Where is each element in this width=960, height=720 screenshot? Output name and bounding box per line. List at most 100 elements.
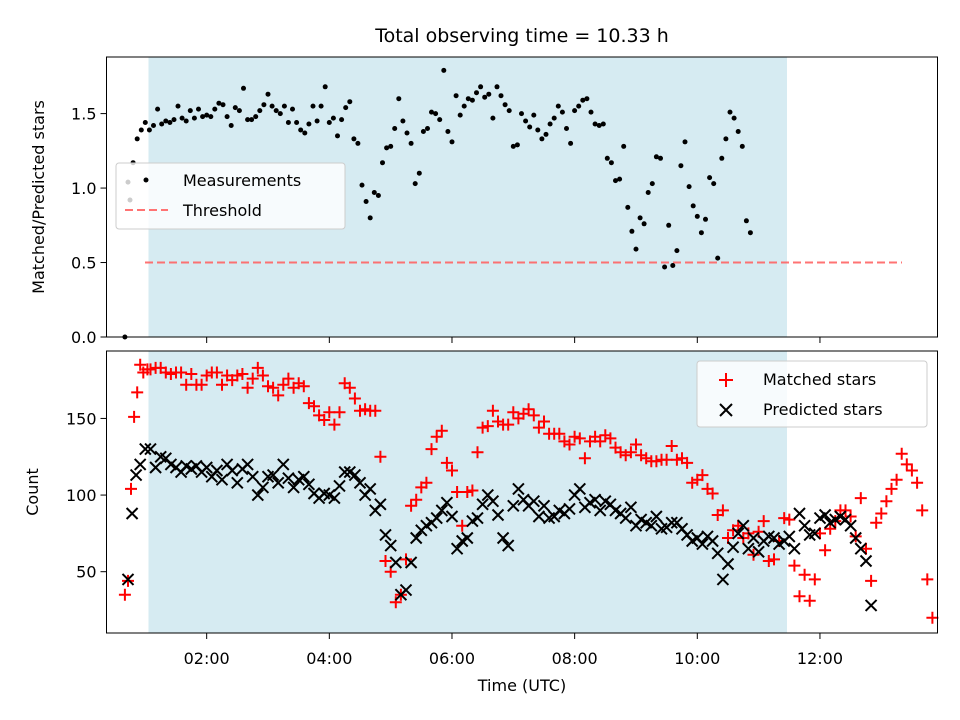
matched-point <box>410 493 423 506</box>
predicted-point <box>593 504 607 517</box>
x-tick-label: 04:00 <box>306 649 352 668</box>
measurement-point <box>175 103 181 109</box>
measurement-point <box>539 136 545 142</box>
predicted-point <box>731 527 745 540</box>
top-y-tick-label: 0.0 <box>71 328 96 347</box>
matched-point <box>532 421 545 434</box>
matched-point <box>844 510 857 523</box>
measurement-point <box>645 190 651 195</box>
x-tick-label: 02:00 <box>184 649 230 668</box>
measurement-point <box>408 140 414 146</box>
matched-point <box>553 427 566 440</box>
matched-point <box>604 432 617 445</box>
measurement-point <box>138 127 144 133</box>
bottom-y-tick-label: 150 <box>66 409 97 428</box>
measurement-point <box>285 120 291 125</box>
predicted-point <box>501 539 515 552</box>
measurement-point <box>212 106 218 112</box>
matched-point <box>808 573 821 586</box>
matched-point <box>538 415 550 428</box>
matched-point <box>354 404 366 417</box>
matched-point <box>630 438 642 451</box>
measurement-point <box>302 130 308 136</box>
predicted-point <box>461 531 474 545</box>
matched-point <box>486 404 499 417</box>
measurement-point <box>146 127 152 133</box>
top-y-tick-label: 0.5 <box>71 254 96 273</box>
predicted-point <box>225 464 239 477</box>
matched-point <box>466 484 479 497</box>
measurement-point <box>351 136 357 142</box>
matched-point <box>921 573 934 586</box>
measurement-point <box>735 129 741 134</box>
measurement-point <box>437 117 443 123</box>
measurement-point <box>359 182 365 188</box>
measurement-point <box>322 84 328 90</box>
predicted-point <box>507 499 520 513</box>
measurement-point <box>690 203 696 209</box>
predicted-point <box>363 482 377 496</box>
legend-measurements-marker <box>143 177 149 183</box>
measurement-point <box>253 114 259 120</box>
measurement-point <box>465 96 471 102</box>
predicted-point <box>808 527 822 540</box>
measurement-point <box>580 97 586 103</box>
predicted-point <box>430 511 443 525</box>
measurement-point <box>392 126 398 131</box>
measurement-point <box>196 106 201 112</box>
top-legend: Measurements Threshold <box>115 162 346 230</box>
predicted-point <box>563 502 576 516</box>
measurement-point <box>261 102 267 108</box>
measurement-point <box>658 155 663 161</box>
measurement-point <box>678 163 684 169</box>
measurement-point <box>232 105 238 111</box>
measurement-point <box>445 129 451 134</box>
measurement-point <box>388 143 394 149</box>
measurement-point <box>564 126 569 131</box>
measurement-point <box>666 222 672 228</box>
predicted-point <box>742 542 755 555</box>
measurement-point <box>363 199 369 204</box>
matched-point <box>389 596 402 609</box>
predicted-point <box>200 461 213 474</box>
matched-point <box>875 507 888 520</box>
predicted-point <box>752 545 765 559</box>
measurement-point <box>523 118 529 124</box>
predicted-point <box>409 531 423 545</box>
measurement-point <box>494 84 500 90</box>
measurement-point <box>568 140 574 146</box>
measurement-point <box>543 131 549 137</box>
measurement-point <box>707 175 713 181</box>
measurement-point <box>743 218 749 224</box>
matched-point <box>624 446 637 459</box>
predicted-point <box>471 511 484 525</box>
matched-point <box>507 406 520 419</box>
predicted-point <box>338 465 351 479</box>
predicted-point <box>665 516 678 529</box>
predicted-point <box>859 554 873 568</box>
measurement-point <box>404 130 410 136</box>
bottom-axes-frame <box>106 350 938 634</box>
predicted-point <box>302 478 316 491</box>
measurement-point <box>347 99 353 105</box>
matched-point <box>895 447 908 460</box>
measurement-point <box>204 112 210 118</box>
matched-point <box>573 432 586 445</box>
matched-point <box>461 486 474 498</box>
matched-point <box>696 469 709 482</box>
measurement-point <box>461 103 467 109</box>
measurement-point <box>715 255 721 261</box>
matched-point <box>405 499 418 512</box>
legend-predicted-label: Predicted stars <box>763 400 883 419</box>
matched-point <box>783 513 796 526</box>
measurement-point <box>187 108 193 114</box>
predicted-point <box>389 556 403 569</box>
matched-point <box>272 389 285 402</box>
predicted-point <box>271 476 285 490</box>
matched-point <box>282 372 295 385</box>
matched-point <box>471 446 484 459</box>
measurement-point <box>400 118 406 124</box>
measurement-point <box>527 124 533 130</box>
measurement-point <box>625 204 631 210</box>
